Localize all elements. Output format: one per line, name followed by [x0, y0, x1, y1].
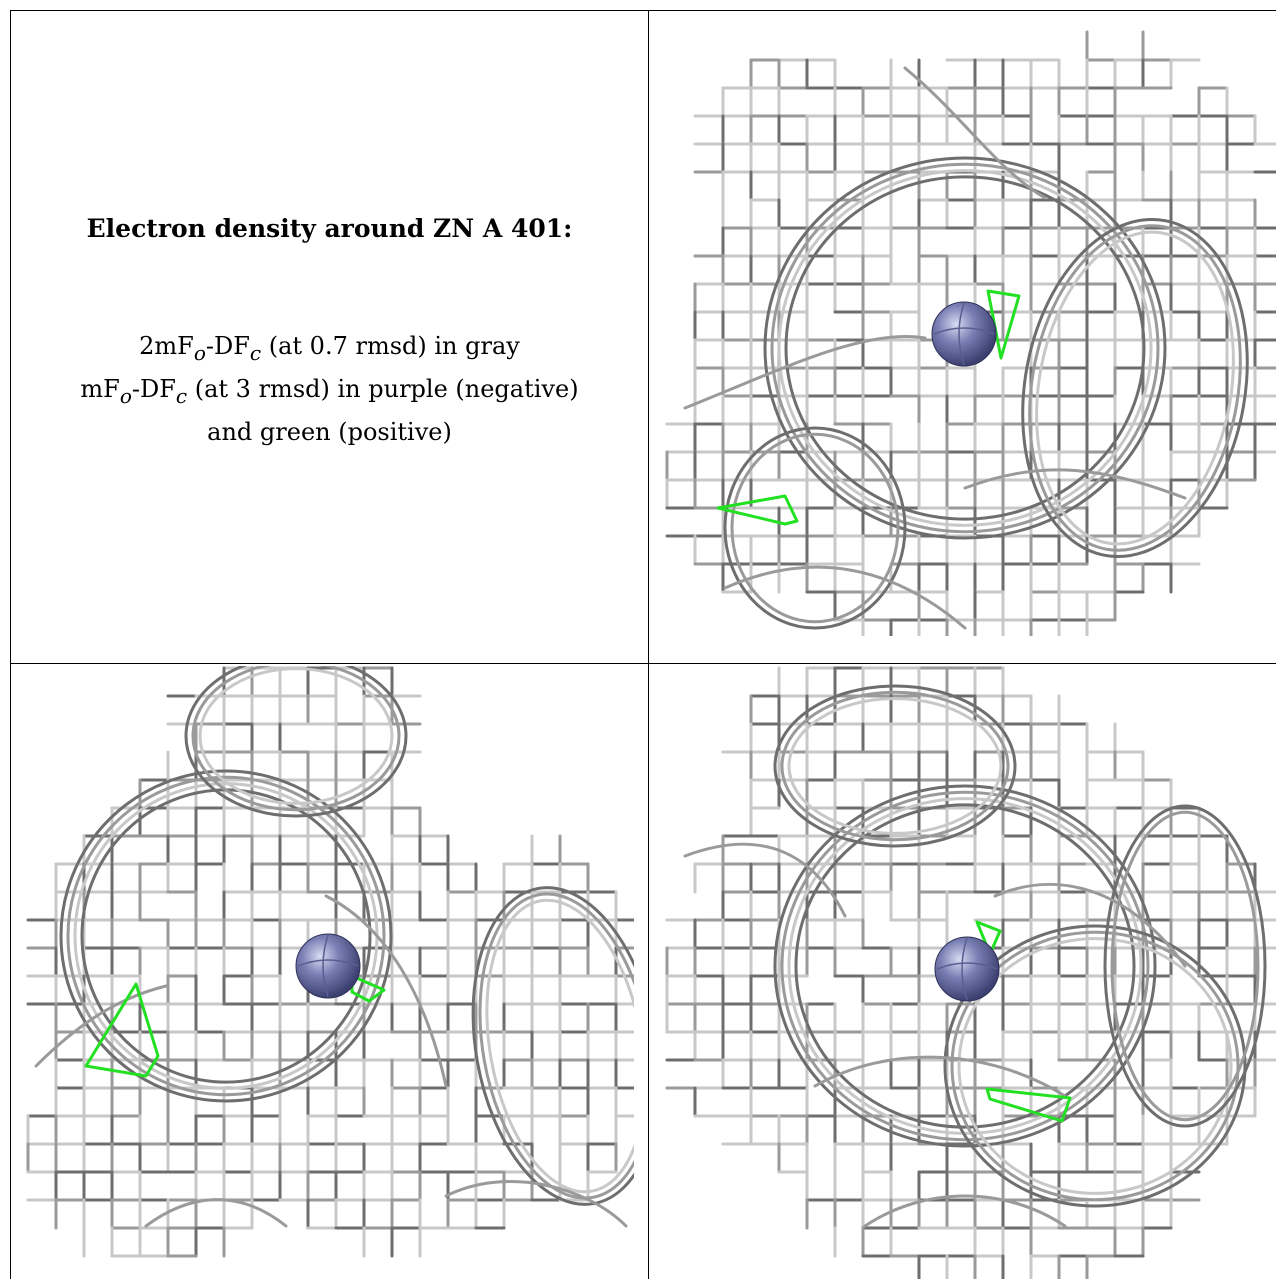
- zinc-atom-highlight: [933, 302, 995, 366]
- mesh-strand: [444, 1180, 628, 1228]
- mesh-cage: [665, 30, 1276, 636]
- zinc-atom-sphere: [931, 301, 997, 367]
- caption-title: Electron density around ZN A 401:: [86, 214, 573, 243]
- mesh-contour: [59, 769, 393, 1103]
- density-view-bottom-right: [665, 666, 1276, 1279]
- table-divider-horizontal: [10, 663, 1276, 664]
- mesh-contour: [485, 898, 634, 1194]
- mesh-strand: [683, 334, 927, 410]
- mesh-strand: [324, 894, 448, 1088]
- mesh-contour: [198, 667, 394, 805]
- mesh-contour: [1028, 224, 1242, 552]
- density-view-bottom-left: [26, 666, 634, 1279]
- mesh-strand: [723, 565, 967, 630]
- caption-description: 2mFo-DFc (at 0.7 rmsd) in gray mFo-DFc (…: [10, 328, 649, 450]
- zinc-atom-sphere: [934, 936, 1000, 1002]
- mesh-contour: [787, 697, 1003, 835]
- mesh-strand: [863, 1194, 1067, 1228]
- mesh-contour: [478, 892, 634, 1200]
- mesh-contour: [950, 930, 1240, 1202]
- density-mesh-view-3: [665, 666, 1276, 1279]
- zinc-atom-sphere: [295, 933, 361, 999]
- positive-density-peak: [975, 920, 1002, 956]
- table-divider-vertical: [648, 10, 649, 1279]
- mesh-contour: [730, 432, 900, 624]
- mesh-contour: [784, 175, 1146, 521]
- mesh-contour: [1103, 804, 1267, 1128]
- table-border-top: [10, 10, 1276, 11]
- density-mesh-view-2: [26, 666, 634, 1258]
- density-view-top-right: [665, 28, 1276, 636]
- mesh-strand: [34, 984, 168, 1068]
- density-mesh-view-1: [665, 30, 1276, 636]
- mesh-contour: [763, 156, 1167, 540]
- zinc-atom-highlight: [297, 934, 359, 998]
- mesh-contour: [773, 784, 1157, 1148]
- mesh-contour: [1035, 230, 1235, 546]
- mesh-strand: [903, 66, 1047, 200]
- mesh-cage: [665, 666, 1276, 1279]
- mesh-contour: [943, 924, 1247, 1208]
- mesh-contour: [1110, 810, 1260, 1122]
- mesh-contour: [780, 690, 1010, 842]
- mesh-contour: [66, 775, 386, 1097]
- mesh-strand: [813, 1055, 1067, 1098]
- mesh-contour: [1021, 217, 1249, 559]
- mesh-strand: [144, 1198, 288, 1228]
- caption-cell: Electron density around ZN A 401: 2mFo-D…: [10, 10, 649, 655]
- mesh-contour: [184, 666, 408, 818]
- mesh-contour: [794, 803, 1136, 1129]
- mesh-contour: [770, 162, 1160, 534]
- mesh-strand: [993, 882, 1187, 968]
- positive-density-peak: [716, 494, 799, 526]
- mesh-contour: [780, 790, 1150, 1142]
- mesh-contour: [723, 426, 907, 630]
- caption-line-green: and green (positive): [207, 417, 452, 446]
- mesh-cage: [26, 666, 634, 1258]
- mesh-contour: [777, 169, 1153, 527]
- mesh-strand: [683, 842, 847, 918]
- caption-line-2mfo-dfc: 2mFo-DFc (at 0.7 rmsd) in gray: [139, 332, 520, 365]
- positive-density-peak: [84, 982, 160, 1078]
- positive-density-peak: [985, 1087, 1072, 1123]
- mesh-contour: [957, 937, 1233, 1195]
- caption-line-mfo-dfc: mFo-DFc (at 3 rmsd) in purple (negative): [80, 374, 579, 408]
- zinc-atom-highlight: [936, 937, 998, 1001]
- table-border-left: [10, 10, 11, 1279]
- mesh-contour: [773, 684, 1017, 848]
- mesh-strand: [963, 468, 1187, 500]
- mesh-contour: [191, 666, 401, 812]
